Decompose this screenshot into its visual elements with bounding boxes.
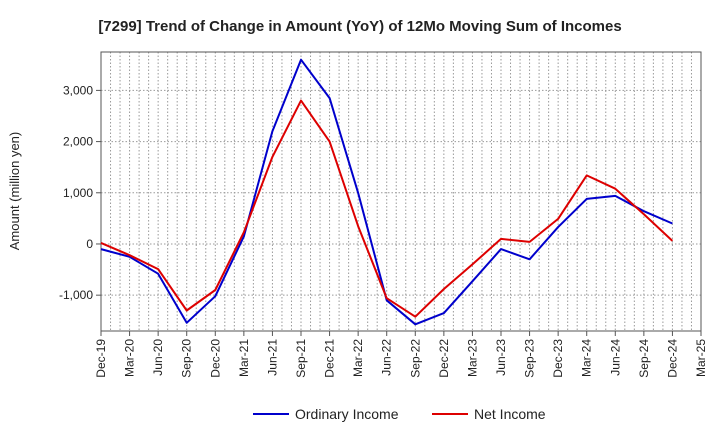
x-tick-label: Mar-20 <box>123 339 137 377</box>
x-tick-label: Mar-23 <box>465 339 479 377</box>
series-line-ordinary-income <box>100 58 673 326</box>
y-axis-label: Amount (million yen) <box>7 132 22 251</box>
x-tick-label: Dec-21 <box>323 339 337 378</box>
x-tick-label: Dec-24 <box>665 339 679 378</box>
x-tick-label: Jun-20 <box>151 339 165 376</box>
series-line-net-income <box>100 99 674 318</box>
x-tick-label: Mar-25 <box>694 339 708 377</box>
x-tick-label: Jun-22 <box>380 339 394 376</box>
x-tick-label: Dec-23 <box>551 339 565 378</box>
series-lines <box>100 58 674 326</box>
x-tick-label: Dec-20 <box>208 339 222 378</box>
y-tick-label: 3,000 <box>63 83 93 97</box>
x-tick-label: Dec-19 <box>94 339 108 378</box>
chart-title: [7299] Trend of Change in Amount (YoY) o… <box>98 18 621 35</box>
legend: Ordinary Income Net Income <box>253 406 546 422</box>
x-tick-label: Sep-22 <box>408 339 422 378</box>
plot-frame <box>100 51 702 332</box>
y-tick-label: -1,000 <box>59 288 93 302</box>
x-tick-label: Sep-21 <box>294 339 308 378</box>
y-tick-label: 1,000 <box>63 186 93 200</box>
x-tick-label: Jun-24 <box>608 339 622 376</box>
x-tick-label: Sep-23 <box>523 339 537 378</box>
y-tick-label: 0 <box>86 237 93 251</box>
x-tick-label: Dec-22 <box>437 339 451 378</box>
x-tick-label: Sep-24 <box>637 339 651 378</box>
x-tick-label: Mar-22 <box>351 339 365 377</box>
legend-label-ordinary-income: Ordinary Income <box>295 406 399 422</box>
legend-label-net-income: Net Income <box>474 406 546 422</box>
x-tick-label: Jun-23 <box>494 339 508 376</box>
x-tick-label: Jun-21 <box>265 339 279 376</box>
grid <box>100 52 701 331</box>
y-tick-label: 2,000 <box>63 135 93 149</box>
axes: -1,000 0 1,000 2,000 3,000 Dec-19 Mar-20 Jun-20… <box>59 51 708 378</box>
x-tick-label: Mar-24 <box>580 339 594 377</box>
x-tick-label: Mar-21 <box>237 339 251 377</box>
x-tick-label: Sep-20 <box>180 339 194 378</box>
